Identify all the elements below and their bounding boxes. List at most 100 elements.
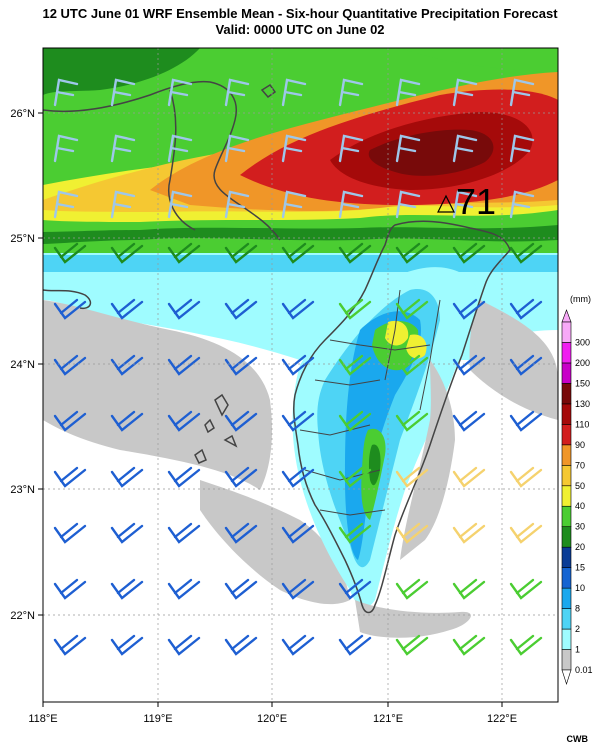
wind-barb bbox=[395, 578, 429, 600]
lat-label: 22°N bbox=[10, 610, 35, 622]
legend-level-label: 70 bbox=[575, 460, 585, 470]
wind-barb bbox=[167, 134, 193, 163]
wind-barb bbox=[110, 190, 136, 219]
wind-barb bbox=[167, 634, 201, 656]
wind-barb bbox=[110, 78, 136, 107]
wind-barb bbox=[281, 578, 315, 600]
wind-barb bbox=[167, 522, 201, 544]
wind-barb bbox=[281, 466, 315, 488]
legend-arrow-bottom bbox=[561, 669, 572, 685]
gray-trace-south bbox=[355, 600, 471, 638]
legend-level-label: 10 bbox=[575, 583, 585, 593]
gray-trace-ne bbox=[469, 300, 558, 420]
wind-barb bbox=[452, 298, 486, 320]
wind-barb bbox=[53, 410, 87, 432]
wind-barb bbox=[338, 134, 364, 163]
wind-barb bbox=[452, 190, 478, 219]
wind-barb bbox=[53, 190, 79, 219]
credit-label: CWB bbox=[566, 734, 589, 744]
wind-barb bbox=[338, 466, 372, 488]
wind-barb bbox=[452, 354, 486, 376]
wind-barb bbox=[281, 354, 315, 376]
gray-trace-west bbox=[43, 300, 272, 493]
legend-swatch bbox=[561, 383, 572, 405]
wind-barb bbox=[110, 354, 144, 376]
legend-swatch bbox=[561, 546, 572, 568]
wind-barb bbox=[452, 634, 486, 656]
wind-barb bbox=[395, 410, 429, 432]
legend-level-label: 40 bbox=[575, 501, 585, 511]
legend-swatch bbox=[561, 526, 572, 548]
legend-swatch bbox=[561, 608, 572, 630]
gray-trace-sw bbox=[200, 480, 350, 605]
wind-barb bbox=[338, 634, 372, 656]
wind-barb bbox=[338, 298, 372, 320]
wind-barb bbox=[452, 522, 486, 544]
taiwan-15mm-c bbox=[368, 444, 381, 486]
wind-barb bbox=[281, 522, 315, 544]
wind-barb bbox=[53, 578, 87, 600]
wind-barb bbox=[167, 410, 201, 432]
legend-level-label: 50 bbox=[575, 481, 585, 491]
lat-label: 23°N bbox=[10, 484, 35, 496]
wind-barb bbox=[395, 190, 421, 219]
legend-swatch bbox=[561, 485, 572, 507]
map-frame bbox=[42, 47, 559, 703]
lat-label: 26°N bbox=[10, 108, 35, 120]
legend-level-label: 30 bbox=[575, 522, 585, 532]
lon-label: 118°E bbox=[28, 713, 57, 725]
wind-barb bbox=[509, 410, 543, 432]
wind-barb bbox=[281, 634, 315, 656]
wind-barb bbox=[509, 298, 543, 320]
legend-level-label: 8 bbox=[575, 604, 580, 614]
legend-level-label: 200 bbox=[575, 358, 590, 368]
wind-barb bbox=[338, 522, 372, 544]
wind-barb bbox=[53, 78, 79, 107]
legend-swatch bbox=[561, 567, 572, 589]
wind-barb bbox=[395, 354, 429, 376]
wind-barb bbox=[509, 522, 543, 544]
wind-barb bbox=[167, 578, 201, 600]
taiwan-coastline bbox=[293, 220, 511, 614]
wind-barb bbox=[452, 410, 486, 432]
wind-barb bbox=[509, 242, 543, 264]
wind-barb bbox=[53, 354, 87, 376]
wind-barb bbox=[167, 78, 193, 107]
wind-barb bbox=[110, 466, 144, 488]
chart-title: 12 UTC June 01 WRF Ensemble Mean - Six-h… bbox=[42, 6, 558, 21]
wind-barb bbox=[338, 78, 364, 107]
lat-labels: 26°N 25°N 24°N 23°N 22°N bbox=[10, 108, 35, 622]
dry-sw bbox=[43, 420, 357, 702]
wind-barb bbox=[281, 242, 315, 264]
valid-time-subtitle: Valid: 0000 UTC on June 02 bbox=[215, 22, 385, 37]
wind-barb bbox=[224, 578, 258, 600]
legend-level-label: 1 bbox=[575, 645, 580, 655]
wind-barb bbox=[167, 242, 201, 264]
taiwan-40mm-n bbox=[385, 320, 409, 346]
wind-barb bbox=[338, 578, 372, 600]
wind-barb bbox=[110, 298, 144, 320]
wind-barb bbox=[53, 134, 79, 163]
wind-barb bbox=[224, 354, 258, 376]
legend-swatch bbox=[561, 403, 572, 425]
wind-barb bbox=[509, 134, 535, 163]
county-boundaries bbox=[299, 289, 441, 516]
wind-barb-layer bbox=[53, 78, 543, 656]
wind-barb bbox=[452, 466, 486, 488]
wind-barb bbox=[452, 242, 486, 264]
max-value-label: 71 bbox=[456, 181, 496, 222]
wind-barb bbox=[167, 298, 201, 320]
wind-barb bbox=[452, 134, 478, 163]
green-ne-patch bbox=[400, 48, 558, 72]
lon-label: 120°E bbox=[257, 713, 287, 725]
max-triangle-icon bbox=[437, 194, 455, 213]
wind-barb bbox=[167, 466, 201, 488]
wind-barb bbox=[509, 190, 535, 219]
wind-barb bbox=[53, 298, 87, 320]
wind-barb bbox=[395, 242, 429, 264]
legend-swatch bbox=[561, 424, 572, 446]
lon-label: 122°E bbox=[487, 713, 517, 725]
coastline-layer bbox=[43, 80, 511, 614]
wind-barb bbox=[395, 634, 429, 656]
wind-barb bbox=[509, 578, 543, 600]
